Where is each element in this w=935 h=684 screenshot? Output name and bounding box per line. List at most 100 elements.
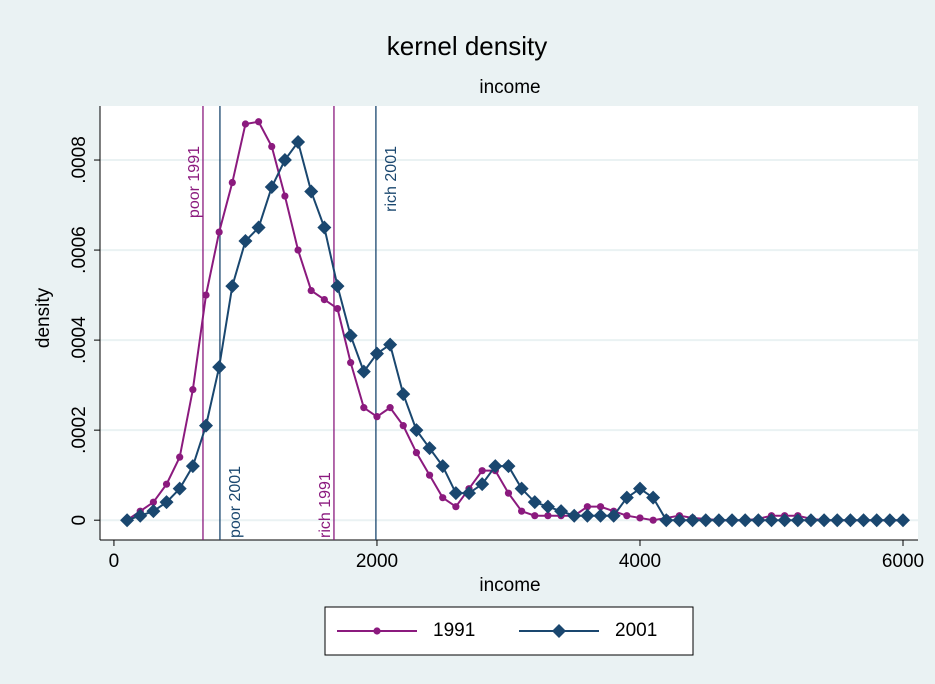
- data-point: [343, 328, 358, 343]
- y-axis-label: density: [33, 287, 54, 348]
- data-point: [320, 295, 328, 304]
- x-tick-label: 2000: [356, 551, 398, 572]
- data-point: [475, 477, 490, 492]
- data-point: [212, 360, 227, 375]
- data-point: [241, 120, 250, 128]
- chart-title: kernel density: [387, 31, 547, 61]
- data-point: [422, 441, 437, 456]
- data-point: [518, 507, 526, 515]
- data-point: [649, 516, 657, 524]
- data-point: [672, 513, 687, 528]
- plot-area: [100, 106, 918, 540]
- data-point: [540, 499, 555, 514]
- data-point: [448, 486, 463, 501]
- data-point: [225, 279, 240, 294]
- data-point: [623, 512, 631, 520]
- data-point: [580, 508, 595, 523]
- data-point: [659, 513, 674, 528]
- data-point: [238, 234, 253, 249]
- data-point: [294, 246, 302, 254]
- y-tick-label: .0004: [69, 316, 90, 364]
- data-point: [452, 503, 460, 511]
- data-point: [307, 286, 315, 295]
- x-tick-label: 0: [109, 551, 120, 572]
- data-point: [583, 503, 591, 511]
- data-point: [646, 490, 661, 505]
- data-point: [856, 513, 871, 528]
- data-point: [277, 153, 292, 168]
- data-point: [202, 291, 210, 299]
- data-point: [356, 364, 371, 379]
- data-point: [896, 513, 911, 528]
- data-point: [425, 471, 434, 479]
- data-point: [830, 513, 845, 528]
- data-point: [133, 508, 148, 523]
- data-point: [843, 513, 858, 528]
- data-point: [198, 418, 213, 433]
- legend-marker: [373, 627, 381, 635]
- data-point: [488, 459, 503, 474]
- data-point: [527, 495, 542, 510]
- data-point: [636, 514, 644, 522]
- data-point: [291, 135, 306, 150]
- reference-label: rich 1991: [317, 472, 334, 538]
- data-point: [162, 480, 171, 488]
- data-point: [399, 422, 407, 430]
- data-point: [215, 228, 223, 236]
- data-point: [159, 495, 174, 510]
- data-point: [777, 513, 792, 528]
- data-point: [751, 513, 766, 528]
- data-point: [189, 386, 197, 394]
- data-point: [514, 481, 529, 496]
- data-point: [185, 459, 200, 474]
- data-point: [435, 459, 450, 474]
- data-point: [593, 508, 608, 523]
- y-tick-label: .0008: [69, 136, 90, 184]
- legend-marker: [552, 624, 566, 638]
- data-point: [869, 513, 884, 528]
- data-point: [251, 220, 266, 235]
- data-point: [228, 178, 236, 187]
- data-point: [698, 513, 713, 528]
- data-point: [304, 184, 319, 199]
- reference-label: rich 2001: [383, 146, 400, 212]
- data-point: [176, 453, 184, 461]
- data-point: [412, 449, 421, 457]
- data-point: [333, 304, 342, 313]
- data-point: [409, 423, 424, 438]
- data-point: [146, 504, 161, 519]
- data-point: [567, 508, 582, 523]
- data-point: [373, 413, 381, 421]
- y-tick-label: 0: [69, 515, 90, 526]
- y-tick-label: .0006: [69, 226, 90, 274]
- data-point: [738, 513, 753, 528]
- data-point: [817, 513, 832, 528]
- legend-label: 1991: [433, 620, 475, 641]
- legend-label: 2001: [615, 620, 657, 641]
- data-point: [149, 498, 157, 506]
- reference-label: poor 2001: [227, 466, 244, 538]
- data-point: [531, 512, 539, 520]
- data-point: [596, 503, 605, 511]
- data-point: [439, 494, 447, 502]
- data-point: [544, 512, 552, 520]
- data-point: [120, 513, 135, 528]
- x-tick-label: 4000: [619, 551, 661, 572]
- data-point: [330, 279, 345, 294]
- data-point: [386, 404, 394, 412]
- data-point: [764, 513, 779, 528]
- data-point: [369, 346, 384, 361]
- data-point: [268, 142, 276, 151]
- data-point: [685, 513, 700, 528]
- data-point: [882, 513, 897, 528]
- x-tick-label: 6000: [882, 551, 924, 572]
- data-point: [462, 486, 477, 501]
- data-point: [606, 508, 621, 523]
- chart-subtitle: income: [479, 77, 540, 98]
- reference-label: poor 1991: [186, 146, 203, 218]
- data-point: [478, 467, 486, 475]
- data-point: [281, 192, 289, 200]
- data-point: [383, 337, 398, 352]
- data-point: [790, 513, 805, 528]
